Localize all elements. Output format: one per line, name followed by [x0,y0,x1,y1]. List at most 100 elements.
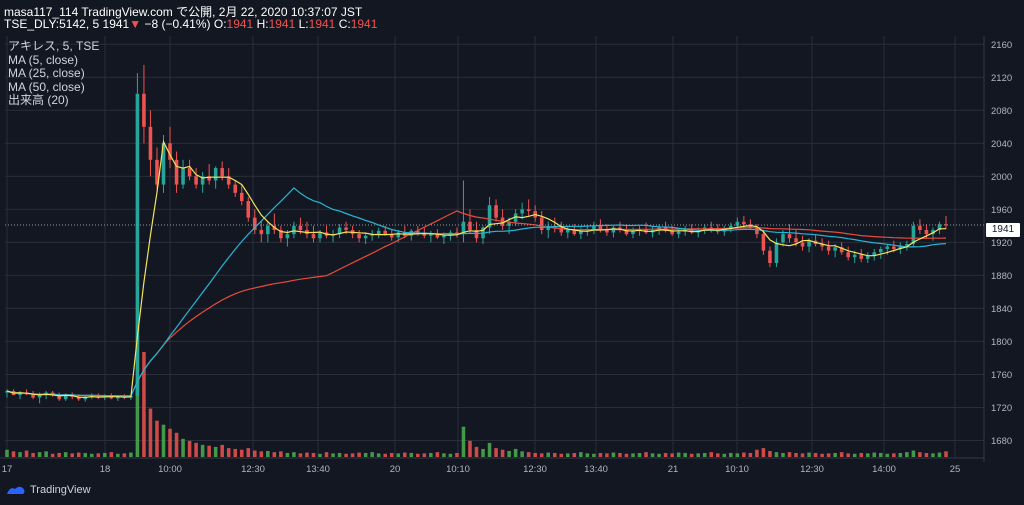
volume-bar [663,452,668,457]
candle-body [526,209,531,212]
candle-body [852,254,857,258]
candle-body [461,221,466,235]
volume-bar [116,453,120,457]
candle-body [624,229,629,235]
volume-bar [839,452,844,457]
legend-ma50[interactable]: MA (50, close) [8,79,85,94]
candle-body [429,234,433,236]
candle-body [37,395,42,398]
volume-bars [5,352,948,457]
candle-body [259,229,264,235]
volume-bar [872,452,877,457]
volume-bar [272,452,277,457]
volume-bar [246,448,251,457]
candle-body [768,250,772,264]
candle-body [155,159,159,185]
x-tick-label: 13:40 [584,464,608,475]
volume-bar [161,424,166,457]
volume-bar [715,453,720,457]
volume-bar [331,453,335,457]
legend-ma5[interactable]: MA (5, close) [8,52,79,67]
tradingview-brand: TradingView [30,484,91,496]
volume-bar [181,438,185,457]
volume-bar [148,408,153,457]
close-value: 1941 [350,17,378,31]
volume-bar [937,452,942,457]
candle-body [376,230,381,235]
y-tick-label: 1800 [991,337,1012,348]
volume-bar [683,452,687,457]
candle-body [318,232,322,239]
candle-body [539,217,544,230]
volume-bar [96,453,101,457]
candle-body [670,230,674,235]
volume-bar [500,449,505,457]
legend-volume[interactable]: 出来高 (20) [8,93,69,107]
candle-body [233,184,238,193]
candle-body [735,221,740,226]
candle-body [422,232,427,236]
candle-body [57,395,61,400]
y-tick-label: 2000 [991,172,1012,183]
volume-bar [644,452,648,457]
volume-bar [637,452,642,457]
candle-body [937,224,942,230]
volume-bar [44,451,48,457]
volume-bar [618,452,622,457]
symbol-label: TSE_DLY:5142, 5 [4,17,100,31]
tradingview-footer[interactable]: TradingView [6,484,91,496]
volume-bar [800,453,805,457]
candle-body [31,394,35,398]
volume-bar [507,450,511,457]
volume-bar [435,452,440,457]
tradingview-logo-icon [7,486,25,494]
y-tick-label: 1840 [991,304,1012,315]
y-tick-label: 1920 [991,238,1012,249]
x-tick-label: 25 [950,464,961,475]
indicator-legend: アキレス, 5, TSE MA (5, close) MA (25, close… [8,39,100,108]
volume-bar [37,452,42,457]
volume-bar [676,452,681,457]
x-tick-label: 10:10 [446,464,470,475]
candle-body [181,168,185,185]
candle-body [266,225,270,235]
volume-bar [879,452,883,457]
candle-body [911,225,916,245]
volume-bar [305,452,309,457]
volume-bar [833,452,837,457]
low-value: 1941 [308,17,336,31]
volume-bar [742,452,746,457]
candle-body [918,225,922,230]
volume-bar [918,452,922,457]
volume-bar [357,452,361,457]
candle-body [207,176,211,181]
legend-ma25[interactable]: MA (25, close) [8,66,85,80]
volume-bar [761,448,766,457]
candle-body [774,242,779,264]
candle-body [76,396,81,400]
volume-bar [585,453,590,457]
candle-body [859,254,864,259]
candle-body [865,255,870,259]
x-tick-label: 20 [390,464,401,475]
volume-bar [852,453,857,457]
legend-series-title[interactable]: アキレス, 5, TSE [8,39,100,53]
volume-bar [416,453,420,457]
volume-bar [174,432,179,457]
x-tick-label: 10:00 [158,464,182,475]
volume-bar [363,452,368,457]
x-tick-label: 12:30 [800,464,824,475]
ma25-line [6,187,947,397]
candle-body [246,201,251,218]
x-tick-label: 10:10 [725,464,749,475]
volume-bar [253,450,257,457]
volume-bar [807,452,811,457]
volume-bar [474,446,479,457]
volume-bar [350,453,355,457]
high-value: 1941 [268,17,296,31]
candle-body [220,168,224,177]
volume-bar [5,449,9,457]
volume-bar [376,453,381,457]
candle-body [253,217,257,230]
